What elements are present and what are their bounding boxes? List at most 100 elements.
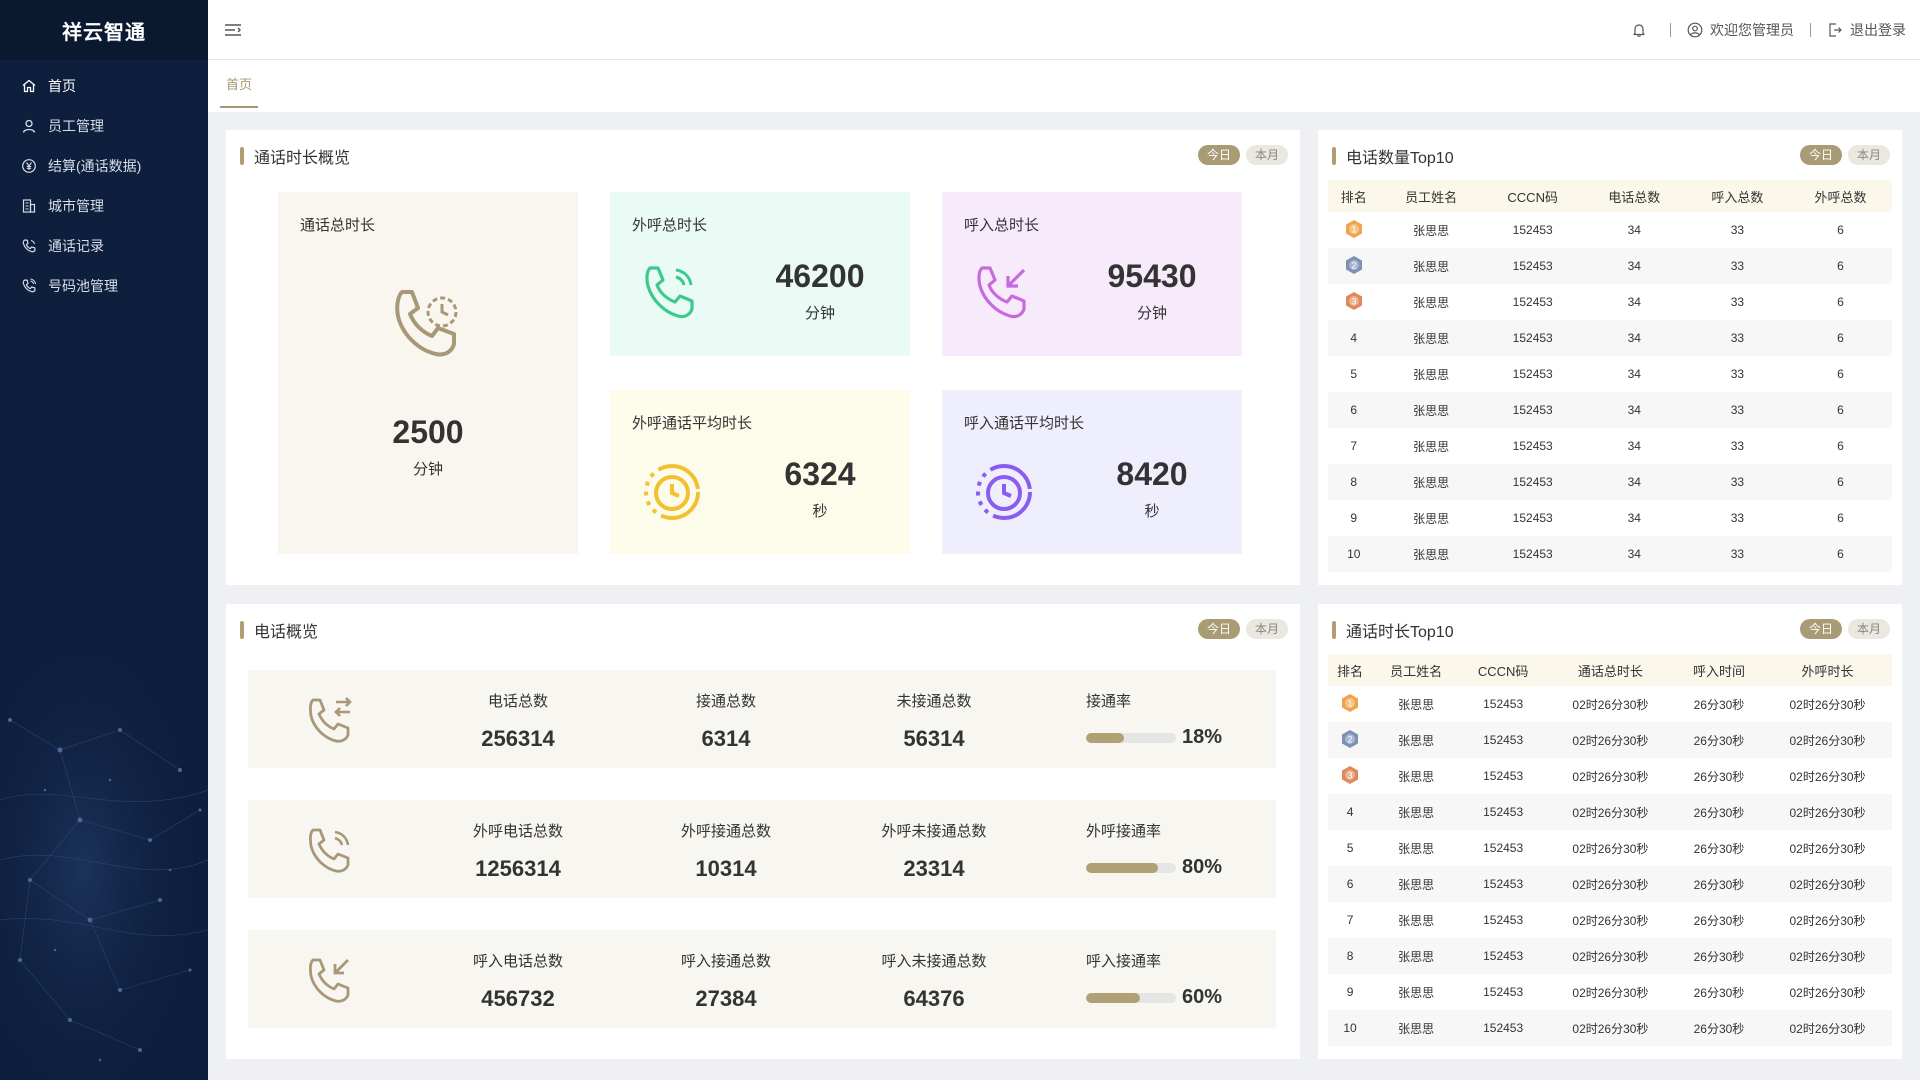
table-cell: 152453 [1460,1010,1546,1046]
table-cell: 02时26分30秒 [1763,830,1892,866]
table-cell: 6 [1788,320,1892,356]
table-cell: 33 [1685,356,1789,392]
table-row[interactable]: 7 张思思 152453 02时26分30秒 26分30秒 02时26分30秒 [1328,902,1892,938]
table-header-row: 排名 员工姓名 CCCN码 通话总时长 呼入时间 外呼时长 [1328,654,1892,686]
sidebar-item-number-pool[interactable]: 号码池管理 [0,266,208,306]
table-row[interactable]: 9 张思思 152453 34 33 6 [1328,500,1892,536]
table-row[interactable]: 8 张思思 152453 34 33 6 [1328,464,1892,500]
outbound-connected-label: 外呼接通总数 [680,823,771,840]
logout-icon [1829,22,1842,37]
rank-cell: 10 [1328,1010,1373,1046]
rank-medal-icon: 2 [1328,248,1380,284]
table-row[interactable]: 7 张思思 152453 34 33 6 [1328,428,1892,464]
table-row[interactable]: 3 张思思 152453 02时26分30秒 26分30秒 02时26分30秒 [1328,758,1892,794]
bell-icon[interactable] [1631,22,1654,38]
rank-cell: 6 [1328,392,1380,428]
table-row[interactable]: 4 张思思 152453 34 33 6 [1328,320,1892,356]
table-cell: 33 [1685,212,1789,248]
outbound-avg-label: 外呼通话平均时长 [632,415,753,432]
table-row[interactable]: 6 张思思 152453 02时26分30秒 26分30秒 02时26分30秒 [1328,866,1892,902]
table-cell: 张思思 [1379,212,1483,248]
rank-cell: 9 [1328,974,1373,1010]
column-header: 通话总时长 [1545,654,1675,686]
table-row[interactable]: 5 张思思 152453 34 33 6 [1328,356,1892,392]
rank-cell: 4 [1328,320,1380,356]
outbound-missed-value: 23314 [903,856,965,881]
table-cell: 33 [1685,500,1789,536]
today-button[interactable]: 今日 [1799,145,1842,165]
period-toggle: 今日 本月 [1794,619,1890,639]
table-cell: 34 [1582,212,1686,248]
month-button[interactable]: 本月 [1847,145,1890,165]
table-cell: 152453 [1482,284,1583,320]
today-button[interactable]: 今日 [1197,145,1240,165]
medal-icon: 3 [1340,765,1360,785]
svg-text:1: 1 [1351,224,1356,234]
svg-text:2: 2 [1348,734,1353,744]
table-cell: 33 [1685,392,1789,428]
inbound-total-value: 95430 [1107,258,1197,294]
month-button[interactable]: 本月 [1245,619,1288,639]
today-button[interactable]: 今日 [1197,619,1240,639]
table-cell: 张思思 [1379,320,1483,356]
table-cell: 6 [1788,392,1892,428]
table-cell: 02时26分30秒 [1545,866,1675,902]
sidebar-item-call-records[interactable]: 通话记录 [0,226,208,266]
table-cell: 152453 [1460,758,1546,794]
table-cell: 02时26分30秒 [1763,938,1892,974]
table-row[interactable]: 6 张思思 152453 34 33 6 [1328,392,1892,428]
table-row[interactable]: 2 张思思 152453 02时26分30秒 26分30秒 02时26分30秒 [1328,722,1892,758]
sidebar-item-settlement[interactable]: 结算(通话数据) [0,146,208,186]
table-cell: 26分30秒 [1674,722,1764,758]
table-row[interactable]: 3 张思思 152453 34 33 6 [1328,284,1892,320]
sidebar-item-city[interactable]: 城市管理 [0,186,208,226]
phone-stats-row: 电话总数 256314 接通总数 6314 未接通总数 56314 接通率 18% [248,670,1276,768]
rank-cell: 7 [1328,902,1373,938]
logout-button[interactable]: 退出登录 [1827,20,1906,40]
table-cell: 33 [1685,320,1789,356]
tab-bar: 首页 [208,60,1920,112]
table-cell: 26分30秒 [1674,974,1764,1010]
phone-stats-row: 外呼电话总数 1256314 外呼接通总数 10314 外呼未接通总数 23314 外… [248,800,1276,898]
outbound-calls-value: 1256314 [475,856,561,881]
phone-overview-card: 电话概览 今日 本月 电话总数 256314 接通总数 6314 未接通总数 5631… [226,604,1300,1059]
today-button[interactable]: 今日 [1799,619,1842,639]
table-row[interactable]: 4 张思思 152453 02时26分30秒 26分30秒 02时26分30秒 [1328,794,1892,830]
table-row[interactable]: 1 张思思 152453 34 33 6 [1328,212,1892,248]
user-welcome[interactable]: 欢迎您管理员 [1687,20,1794,40]
menu-collapse-icon[interactable] [222,19,244,41]
table-cell: 02时26分30秒 [1545,974,1675,1010]
rate-percent: 60% [1182,986,1223,1008]
period-toggle: 今日 本月 [1192,145,1288,165]
table-row[interactable]: 1 张思思 152453 02时26分30秒 26分30秒 02时26分30秒 [1328,686,1892,722]
month-button[interactable]: 本月 [1245,145,1288,165]
sidebar-item-label: 结算(通话数据) [48,158,142,174]
month-button[interactable]: 本月 [1847,619,1890,639]
table-cell: 34 [1582,500,1686,536]
sidebar-item-label: 城市管理 [48,198,104,214]
table-row[interactable]: 5 张思思 152453 02时26分30秒 26分30秒 02时26分30秒 [1328,830,1892,866]
sidebar-item-home[interactable]: 首页 [0,66,208,106]
rank-cell: 8 [1328,938,1373,974]
table-cell: 152453 [1482,320,1583,356]
column-header: 外呼总数 [1788,180,1892,212]
table-row[interactable]: 2 张思思 152453 34 33 6 [1328,248,1892,284]
table-row[interactable]: 8 张思思 152453 02时26分30秒 26分30秒 02时26分30秒 [1328,938,1892,974]
medal-icon: 1 [1344,219,1364,239]
table-row[interactable]: 9 张思思 152453 02时26分30秒 26分30秒 02时26分30秒 [1328,974,1892,1010]
rank-cell: 4 [1328,794,1373,830]
welcome-text: 欢迎您管理员 [1710,21,1794,38]
table-cell: 152453 [1482,428,1583,464]
sidebar-item-staff[interactable]: 员工管理 [0,106,208,146]
table-cell: 152453 [1460,866,1546,902]
tab-home[interactable]: 首页 [220,74,258,108]
table-row[interactable]: 10 张思思 152453 02时26分30秒 26分30秒 02时26分30秒 [1328,1010,1892,1046]
user-circle-icon [1687,22,1703,37]
outbound-connect-rate: 外呼接通率 80% [1086,820,1246,879]
table-cell: 02时26分30秒 [1763,1010,1892,1046]
table-cell: 张思思 [1372,794,1461,830]
table-cell: 152453 [1482,356,1583,392]
column-header: 员工姓名 [1372,654,1461,686]
rank-cell: 7 [1328,428,1380,464]
table-row[interactable]: 10 张思思 152453 34 33 6 [1328,536,1892,572]
